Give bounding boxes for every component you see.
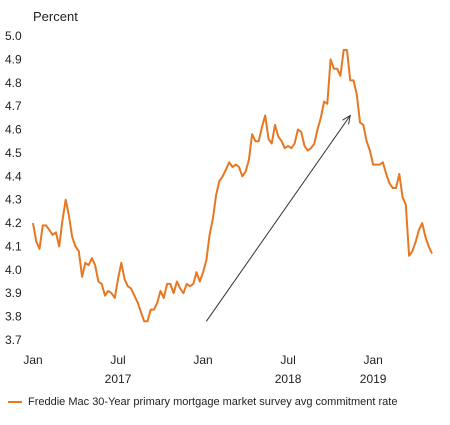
- y-tick-label: 3.8: [5, 310, 22, 324]
- y-tick-label: 4.9: [5, 52, 22, 66]
- mortgage-rate-chart: Percent 5.0 4.9 4.8 4.7 4.6 4.5 4.4 4.3 4.2 4.1 4.…: [5, 9, 433, 386]
- y-tick-label: 4.5: [5, 146, 22, 160]
- x-tick-year: 2018: [275, 372, 302, 386]
- x-tick-label: Jan: [193, 353, 212, 367]
- x-tick-label: Jul: [280, 353, 295, 367]
- y-tick-label: 3.9: [5, 286, 22, 300]
- x-tick-year: 2019: [360, 372, 387, 386]
- y-tick-label: 4.8: [5, 76, 22, 90]
- y-tick-label: 4.1: [5, 239, 22, 253]
- y-tick-label: 5.0: [5, 29, 22, 43]
- y-tick-label: 4.0: [5, 263, 22, 277]
- y-tick-label: 3.7: [5, 333, 22, 347]
- legend: Freddie Mac 30-Year primary mortgage mar…: [8, 394, 397, 410]
- y-axis-title: Percent: [33, 9, 78, 24]
- trend-arrow-shaft: [205, 115, 351, 322]
- legend-label: Freddie Mac 30-Year primary mortgage mar…: [28, 396, 398, 408]
- series-lines: [32, 49, 433, 323]
- x-tick-label: Jan: [23, 353, 42, 367]
- x-tick-label: Jul: [110, 353, 125, 367]
- y-tick-label: 4.2: [5, 216, 22, 230]
- x-tick-label: Jan: [363, 353, 382, 367]
- y-tick-label: 4.6: [5, 123, 22, 137]
- y-tick-label: 4.3: [5, 193, 22, 207]
- x-tick-year: 2017: [105, 372, 132, 386]
- trend-arrow-head: [342, 114, 351, 125]
- legend-line-swatch: [8, 401, 22, 403]
- series-line: [32, 49, 433, 323]
- y-tick-label: 4.4: [5, 169, 22, 183]
- trend-arrow: [205, 114, 351, 322]
- y-tick-label: 4.7: [5, 99, 22, 113]
- x-axis-ticks: Jan Jul 2017 Jan Jul 2018 Jan 2019: [23, 353, 386, 386]
- y-axis-ticks: 5.0 4.9 4.8 4.7 4.6 4.5 4.4 4.3 4.2 4.1 4.0 3.9 3.8 3…: [5, 29, 22, 347]
